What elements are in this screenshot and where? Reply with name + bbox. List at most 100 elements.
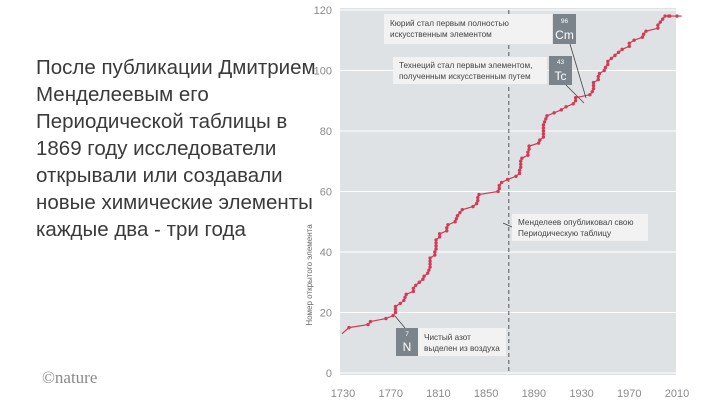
nitrogen-leader-line	[394, 315, 406, 329]
data-point	[573, 99, 578, 103]
technetium-atomic-number: 43	[557, 59, 565, 66]
data-point	[658, 20, 662, 24]
data-point	[588, 93, 592, 97]
data-point	[446, 223, 450, 227]
data-point	[517, 171, 522, 176]
data-point	[527, 147, 531, 151]
data-point	[596, 77, 600, 82]
x-tick-labels: 1730 1770 1810 1850 1890 1930 1970 2010	[331, 388, 689, 400]
data-point	[640, 35, 645, 39]
data-point	[499, 180, 504, 185]
data-point	[606, 62, 610, 67]
data-point	[632, 38, 636, 42]
curium-symbol: Cm	[555, 28, 574, 42]
data-point	[458, 210, 462, 215]
technetium-leader-line	[565, 84, 585, 104]
data-point	[675, 14, 679, 18]
annotation-mendeleev-line-2: Периодическую таблицу	[518, 229, 612, 238]
data-point	[541, 132, 546, 136]
annotation-curium-box	[384, 14, 552, 44]
annotation-mendeleev-box	[512, 214, 648, 241]
data-point	[517, 168, 522, 173]
data-point	[641, 32, 646, 36]
data-point	[421, 277, 425, 281]
x-tick-label-1890: 1890	[522, 388, 546, 400]
data-point	[366, 322, 370, 327]
annotation-curium: Кюрий стал первым полностью искусственны…	[384, 14, 587, 99]
annotation-technetium: Технеций стал первым элементом, полученн…	[393, 56, 585, 104]
data-point	[591, 80, 596, 85]
data-point	[460, 207, 464, 212]
data-point	[411, 289, 416, 294]
data-point	[663, 14, 667, 18]
data-point	[403, 295, 407, 300]
annotation-nitrogen: 7 N Чистый азот выделен из воздуха	[394, 315, 506, 356]
data-point	[497, 183, 501, 188]
data-point	[559, 108, 563, 112]
data-point	[545, 114, 549, 118]
technetium-badge	[549, 56, 572, 85]
data-point	[368, 319, 373, 324]
data-point	[656, 26, 660, 30]
data-point	[437, 232, 442, 236]
data-point	[573, 96, 578, 100]
data-point	[391, 313, 395, 318]
data-point	[477, 192, 481, 197]
data-point	[552, 111, 556, 115]
y-tick-label-20: 20	[320, 308, 332, 320]
data-point	[445, 226, 449, 230]
data-point	[434, 238, 438, 242]
annotation-technetium-box	[393, 57, 547, 84]
data-point	[422, 274, 426, 278]
data-point	[596, 74, 600, 79]
data-point	[660, 17, 665, 21]
data-point	[527, 144, 531, 148]
x-tick-label-1730: 1730	[331, 388, 355, 400]
data-point	[571, 102, 575, 106]
annotation-technetium-line-1: Технеций стал первым элементом,	[399, 61, 532, 70]
y-tick-label-120: 120	[314, 5, 332, 17]
x-tick-label-1770: 1770	[378, 388, 402, 400]
data-point	[514, 174, 518, 179]
data-point	[536, 141, 541, 145]
data-point	[616, 50, 621, 55]
data-point	[404, 292, 408, 297]
data-point	[433, 250, 437, 254]
data-point	[613, 53, 617, 58]
data-point	[425, 271, 430, 275]
x-tick-label-1930: 1930	[569, 388, 593, 400]
nitrogen-symbol: N	[403, 340, 412, 354]
data-point	[471, 204, 475, 209]
data-point	[454, 217, 459, 221]
data-point	[453, 220, 457, 224]
x-tick-label-1810: 1810	[426, 388, 450, 400]
data-point	[541, 126, 546, 130]
data-point	[434, 241, 438, 245]
data-point	[455, 214, 460, 218]
data-point	[620, 47, 624, 52]
nature-logo: ©nature	[42, 368, 98, 387]
data-point	[541, 123, 546, 127]
data-point	[427, 268, 431, 272]
data-point	[384, 316, 388, 321]
data-point	[437, 235, 442, 239]
y-tick-label-100: 100	[314, 66, 332, 78]
curium-badge	[553, 14, 576, 44]
y-tick-label-40: 40	[320, 247, 332, 259]
data-point	[428, 259, 432, 263]
data-point	[538, 138, 542, 142]
data-point	[519, 165, 523, 169]
annotation-mendeleev: Менделеев опубликовал свою Периодическую…	[502, 214, 648, 241]
data-point	[590, 89, 595, 94]
curium-atomic-number: 96	[561, 18, 569, 25]
data-point	[627, 44, 631, 48]
data-point	[627, 41, 631, 45]
data-point	[526, 153, 530, 157]
data-point	[417, 280, 422, 284]
data-point	[541, 135, 546, 139]
data-point	[445, 229, 449, 233]
annotation-curium-line-2: искусственным элементом	[390, 30, 492, 39]
annotation-mendeleev-line-1: Менделеев опубликовал свою	[518, 218, 634, 227]
y-tick-label-80: 80	[320, 126, 332, 138]
annotation-nitrogen-box	[418, 328, 506, 356]
